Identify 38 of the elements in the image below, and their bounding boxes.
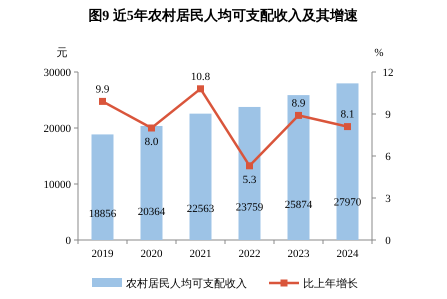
y2-tick-label: 6 (385, 151, 392, 163)
y2-tick-label: 12 (382, 67, 394, 79)
point (99, 98, 106, 105)
data-label: 22563 (186, 203, 215, 216)
data-label: 8.9 (292, 97, 306, 110)
data-label: 9.9 (96, 83, 110, 96)
y2-tick-label: 3 (385, 193, 392, 205)
data-label: 5.3 (242, 174, 257, 186)
data-label: 8.0 (144, 136, 159, 148)
chart-title: 图9 近5年农村居民人均可支配收入及其增速 (88, 7, 359, 24)
point (197, 85, 204, 92)
data-label: 25874 (284, 199, 313, 212)
y-axis-title: 元 (56, 47, 68, 59)
data-label: 27970 (334, 196, 362, 209)
y2-tick-label: 0 (385, 235, 392, 247)
legend-label: 比上年增长 (303, 277, 358, 290)
x-tick-label: 2024 (336, 248, 359, 260)
data-label: 23759 (236, 202, 264, 214)
y-tick-label: 10000 (44, 179, 72, 191)
point (148, 124, 155, 132)
y-tick-label: 20000 (44, 123, 72, 135)
point (246, 162, 253, 170)
point (295, 112, 302, 119)
y-tick-label: 30000 (44, 67, 72, 79)
x-tick-label: 2022 (238, 248, 260, 260)
y-tick-label: 0 (66, 235, 72, 247)
x-tick-label: 2020 (140, 248, 163, 260)
x-tick-label: 2021 (190, 248, 212, 260)
point (344, 123, 351, 130)
x-tick-label: 2023 (288, 248, 310, 260)
data-label: 8.1 (340, 108, 354, 121)
legend-label: 农村居民人均可支配收入 (126, 277, 247, 290)
x-tick-label: 2019 (92, 248, 114, 260)
data-label: 10.8 (190, 70, 211, 83)
data-label: 18856 (88, 208, 117, 220)
data-label: 20364 (138, 206, 166, 218)
y2-axis-title: % (374, 47, 384, 59)
y2-tick-label: 9 (385, 109, 392, 121)
